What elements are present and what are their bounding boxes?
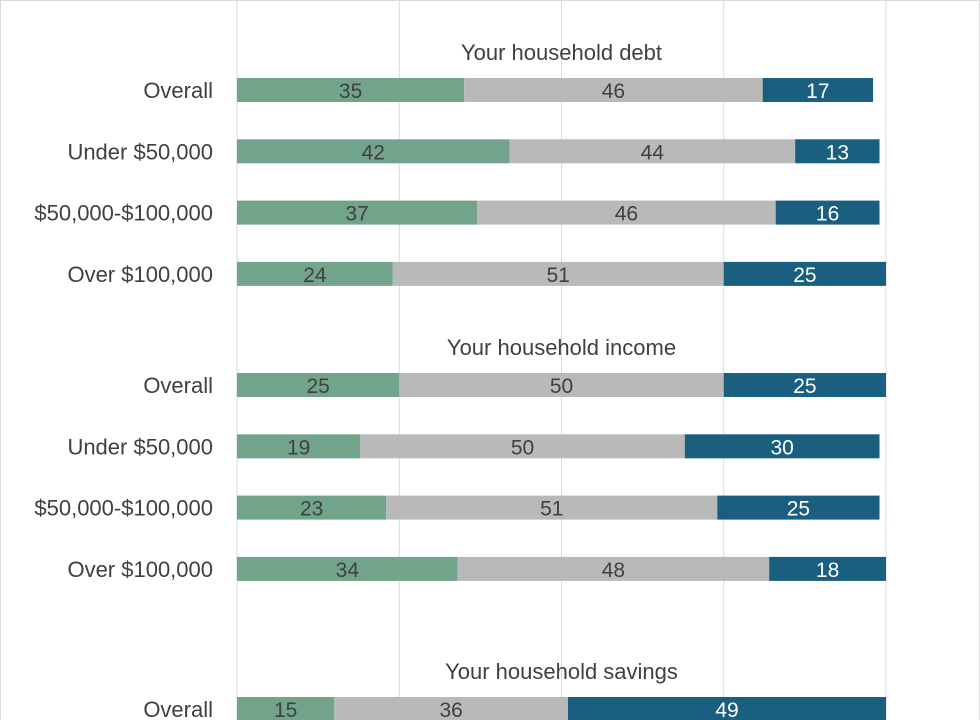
bar-segment	[684, 434, 880, 459]
bar-segment	[386, 495, 718, 520]
value-label: 37	[345, 203, 368, 226]
value-label: 25	[793, 375, 816, 398]
value-label: 35	[339, 80, 362, 103]
value-label: 13	[826, 141, 849, 164]
category-label: Over $100,000	[67, 262, 213, 287]
value-label: 25	[306, 375, 329, 398]
bar-segment	[360, 434, 685, 459]
bar-segment	[392, 261, 724, 286]
category-label: Under $50,000	[67, 139, 213, 164]
section-title: Your household savings	[445, 659, 678, 684]
bar-segment	[723, 373, 886, 397]
bar-segment	[237, 556, 458, 581]
bar-segment	[237, 200, 478, 225]
bar-segment	[477, 200, 776, 225]
category-label: Under $50,000	[67, 434, 213, 459]
bar-segment	[237, 434, 361, 459]
bar-segment	[237, 78, 465, 102]
bar-segment	[795, 139, 880, 164]
value-label: 36	[439, 699, 462, 720]
value-label: 51	[547, 264, 570, 287]
category-label: Overall	[143, 697, 213, 720]
category-label: $50,000-$100,000	[34, 201, 213, 226]
section-title: Your household income	[447, 335, 676, 360]
bar-segment	[237, 697, 335, 720]
bar-segment	[509, 139, 796, 164]
bar-segment	[399, 373, 724, 397]
bar-segment	[334, 697, 568, 720]
value-label: 19	[287, 436, 310, 459]
value-label: 24	[303, 264, 327, 287]
bar-segment	[567, 697, 886, 720]
bar-segment	[775, 200, 880, 225]
bar-segment	[237, 373, 400, 397]
value-label: 30	[770, 436, 793, 459]
bar-segment	[717, 495, 880, 520]
section-title: Your household debt	[461, 40, 662, 65]
value-label: 49	[715, 699, 738, 720]
value-label: 42	[362, 141, 385, 164]
bar-segment	[769, 556, 886, 581]
bar-segment	[464, 78, 763, 102]
chart-marks: Your household debt Overall 35 46 17 Under $5…	[34, 40, 886, 720]
value-label: 44	[641, 141, 665, 164]
value-label: 46	[602, 80, 625, 103]
value-label: 51	[540, 498, 563, 521]
category-label: $50,000-$100,000	[34, 496, 213, 521]
bar-segment	[237, 495, 387, 520]
category-label: Overall	[143, 78, 213, 103]
bar-segment	[457, 556, 770, 581]
bar-segment	[237, 261, 393, 286]
value-label: 15	[274, 699, 297, 720]
value-label: 48	[602, 559, 625, 582]
value-label: 16	[816, 203, 839, 226]
value-label: 46	[615, 203, 638, 226]
value-label: 50	[550, 375, 573, 398]
value-label: 25	[793, 264, 816, 287]
gridlines	[236, 0, 887, 720]
bar-segment	[723, 261, 886, 286]
value-label: 23	[300, 498, 323, 521]
value-label: 25	[787, 498, 810, 521]
bar-segment	[237, 139, 510, 164]
value-label: 18	[816, 559, 839, 582]
category-label: Overall	[143, 373, 213, 398]
value-label: 50	[511, 436, 534, 459]
value-label: 34	[336, 559, 360, 582]
bar-segment	[762, 78, 874, 102]
category-label: Over $100,000	[67, 557, 213, 582]
value-label: 17	[806, 80, 829, 103]
